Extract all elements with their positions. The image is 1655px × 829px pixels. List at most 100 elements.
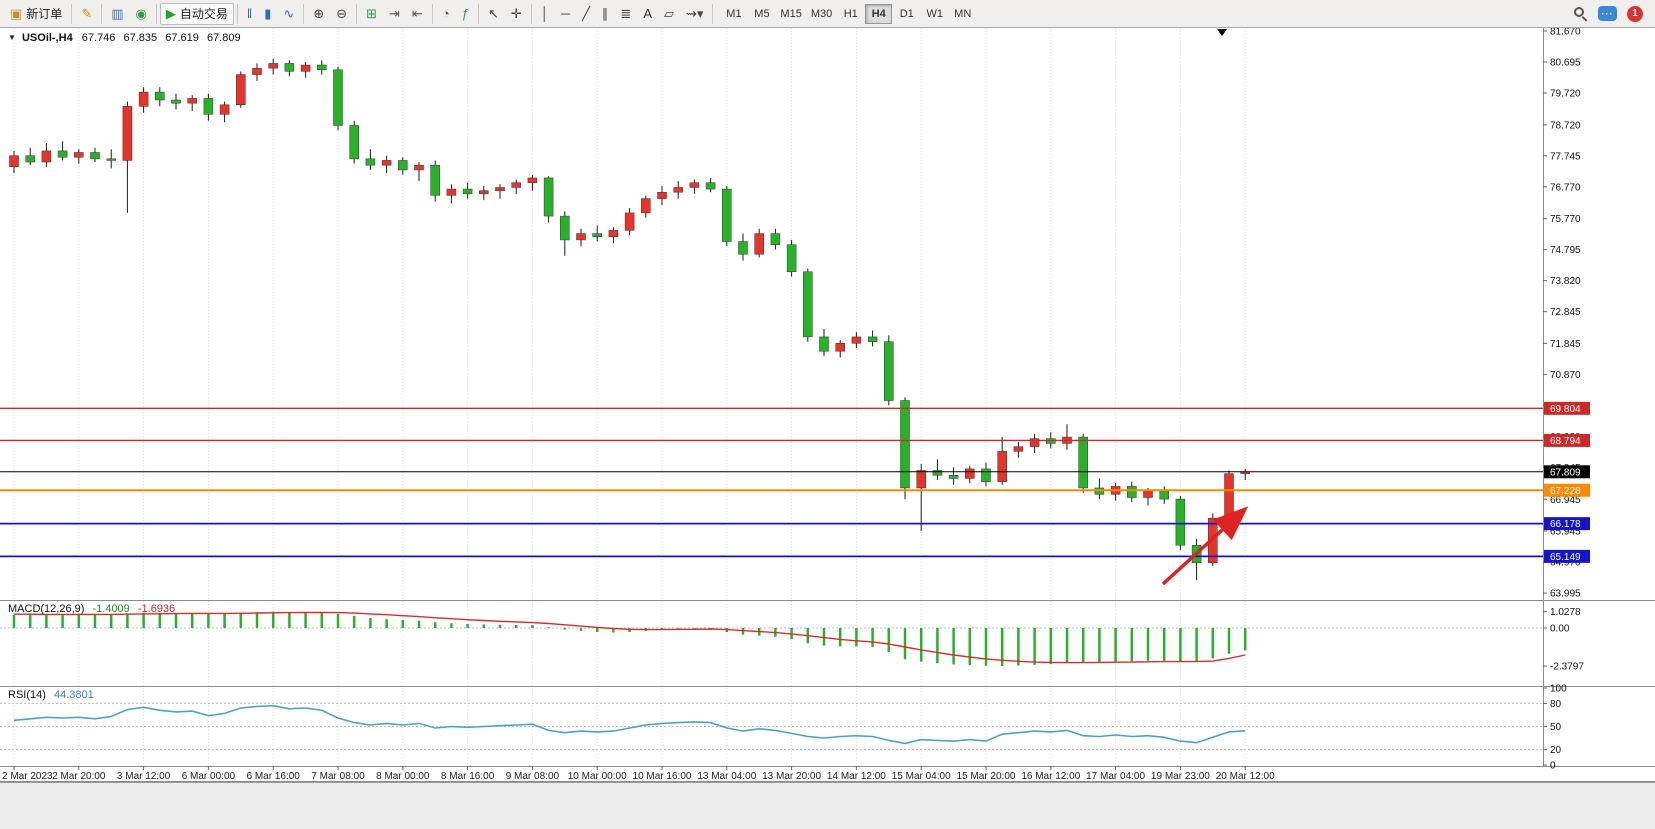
trend-arrow[interactable]	[1161, 506, 1249, 586]
price-tag	[1544, 517, 1590, 531]
price-axis-label: 64.970	[1550, 558, 1581, 569]
channel-icon: ∥	[601, 6, 609, 21]
macd-axis-label: 1.0278	[1550, 607, 1581, 618]
timeframe-m30[interactable]: M30	[810, 7, 833, 20]
autoscroll-icon: ⇥	[389, 6, 400, 21]
bars-chart-button[interactable]: ‖	[241, 3, 258, 25]
price-axis[interactable]: 81.670 80.695 79.720 78.720 77.745 76.770 75.7…	[1543, 27, 1581, 600]
autoscroll-button[interactable]: ⇥	[383, 3, 406, 25]
shapes-button[interactable]: ▱	[658, 3, 680, 25]
macd-indicator-label: MACD(12,26,9) -1.4009 -1.6936	[8, 603, 175, 615]
new-order-icon: ▣	[10, 6, 23, 21]
notification-badge[interactable]: 1	[1627, 5, 1643, 22]
indicator-axis[interactable]: 1.0278 0.00 -2.3797 100 80 50 20 0	[1543, 607, 1584, 772]
price-axis-label: 78.720	[1550, 120, 1581, 131]
horizontal-lines	[0, 407, 1543, 558]
fibonacci-button[interactable]: ≣	[614, 3, 637, 25]
price-tag-value: 66.178	[1550, 519, 1581, 530]
line-chart-icon: ∿	[283, 6, 295, 21]
price-tag-value: 67.809	[1550, 467, 1581, 478]
zoom-in-icon: ⊕	[313, 6, 325, 21]
macd-name: MACD(12,26,9)	[8, 603, 85, 615]
hline-button[interactable]: ─	[555, 3, 576, 25]
timeframe-d1[interactable]: D1	[899, 7, 914, 20]
text-icon: A	[643, 6, 652, 21]
timeframe-m15[interactable]: M15	[780, 7, 802, 20]
timeframe-m1[interactable]: M1	[726, 7, 742, 20]
price-tag-value: 67.228	[1550, 486, 1581, 497]
periods-icon: ◔	[441, 6, 450, 21]
cursor-button[interactable]: ↖	[482, 3, 505, 25]
line-chart-button[interactable]: ∿	[277, 3, 300, 25]
ohlc-high: 67.835	[123, 32, 158, 44]
price-axis-label: 77.745	[1550, 151, 1581, 162]
chart-dropdown-icon[interactable]: ▼	[8, 33, 16, 42]
time-axis[interactable]: 2 Mar 2023 2 Mar 20:00 3 Mar 12:00 6 Mar 00…	[2, 766, 1275, 782]
price-tag-value: 65.149	[1550, 552, 1581, 563]
shapes-icon: ▱	[664, 6, 674, 21]
price-axis-label: 70.870	[1550, 370, 1581, 381]
autotrading-button[interactable]: ▶ 自动交易	[159, 2, 234, 25]
toolbar-separator	[303, 3, 305, 24]
arrows-button[interactable]: ⇝▾	[680, 3, 709, 25]
new-chart-button[interactable]: ⊞	[360, 3, 383, 25]
time-axis-label: 6 Mar 16:00	[247, 771, 301, 782]
market-watch-icon: ▥	[111, 6, 124, 21]
chart-shift-button[interactable]: ⇤	[406, 3, 429, 25]
price-axis-label: 72.845	[1550, 307, 1581, 318]
indicators-button[interactable]: ƒ	[456, 3, 475, 25]
cursor-icon: ↖	[487, 6, 499, 21]
price-axis-label: 80.695	[1550, 58, 1581, 69]
timeframe-w1[interactable]: W1	[926, 7, 943, 20]
macd-axis-label: 0.00	[1550, 624, 1570, 635]
time-axis-label: 6 Mar 00:00	[182, 771, 236, 782]
chat-icon[interactable]: ···	[1598, 6, 1617, 21]
vline-button[interactable]: │	[535, 3, 555, 25]
toolbar-separator	[356, 3, 358, 24]
macd-axis-label: -2.3797	[1550, 662, 1584, 673]
time-axis-label: 3 Mar 12:00	[117, 771, 171, 782]
vline-icon: │	[540, 6, 549, 21]
timeframe-h1[interactable]: H1	[843, 7, 858, 20]
timeframe-mn[interactable]: MN	[954, 7, 972, 20]
toolbar-right: ··· 1	[1574, 5, 1651, 22]
crosshair-button[interactable]: ✛	[505, 3, 528, 25]
timeframe-h4[interactable]: H4	[865, 3, 893, 24]
time-axis-label: 2 Mar 2023	[2, 771, 53, 782]
zoom-in-button[interactable]: ⊕	[307, 3, 330, 25]
panel-dividers	[0, 28, 1655, 782]
macd-signal-line	[14, 611, 1246, 664]
toolbar-separator	[530, 3, 532, 24]
macd-signal-value: -1.6936	[137, 603, 176, 615]
trendline-button[interactable]: ╱	[576, 3, 596, 25]
channel-button[interactable]: ∥	[596, 3, 615, 25]
fibonacci-icon: ≣	[620, 6, 632, 21]
new-order-button[interactable]: ▣ 新订单	[4, 3, 68, 25]
candles-chart-button[interactable]: ▮	[258, 3, 277, 25]
trendline-icon: ╱	[582, 6, 590, 21]
data-window-button[interactable]: ◉	[130, 3, 153, 25]
time-axis-label: 8 Mar 16:00	[441, 771, 495, 782]
price-axis-label: 65.945	[1550, 527, 1581, 538]
symbol-period-label: USOil-,H4	[21, 32, 73, 44]
market-watch-button[interactable]: ▥	[105, 3, 129, 25]
periods-button[interactable]: ◔	[436, 3, 456, 25]
macd-main-value: -1.4009	[92, 603, 130, 615]
quill-button[interactable]: ✎	[75, 3, 98, 25]
indicators-icon: ƒ	[461, 6, 469, 21]
text-button[interactable]: A	[637, 3, 658, 25]
time-axis-label: 8 Mar 00:00	[376, 771, 430, 782]
time-axis-label: 13 Mar 20:00	[762, 771, 821, 782]
zoom-out-button[interactable]: ⊖	[330, 3, 353, 25]
chart-plot-area[interactable]	[0, 28, 1543, 766]
hline-icon: ─	[560, 6, 571, 21]
price-tag-value: 68.794	[1550, 436, 1581, 447]
rsi-indicator-label: RSI(14) 44.3801	[8, 689, 94, 701]
rsi-value: 44.3801	[53, 689, 94, 701]
bottom-strip	[0, 782, 1655, 829]
price-axis-label: 74.795	[1550, 245, 1581, 256]
timeframe-m5[interactable]: M5	[754, 7, 770, 20]
search-icon[interactable]	[1574, 6, 1588, 22]
price-tag-value: 69.804	[1550, 404, 1581, 415]
